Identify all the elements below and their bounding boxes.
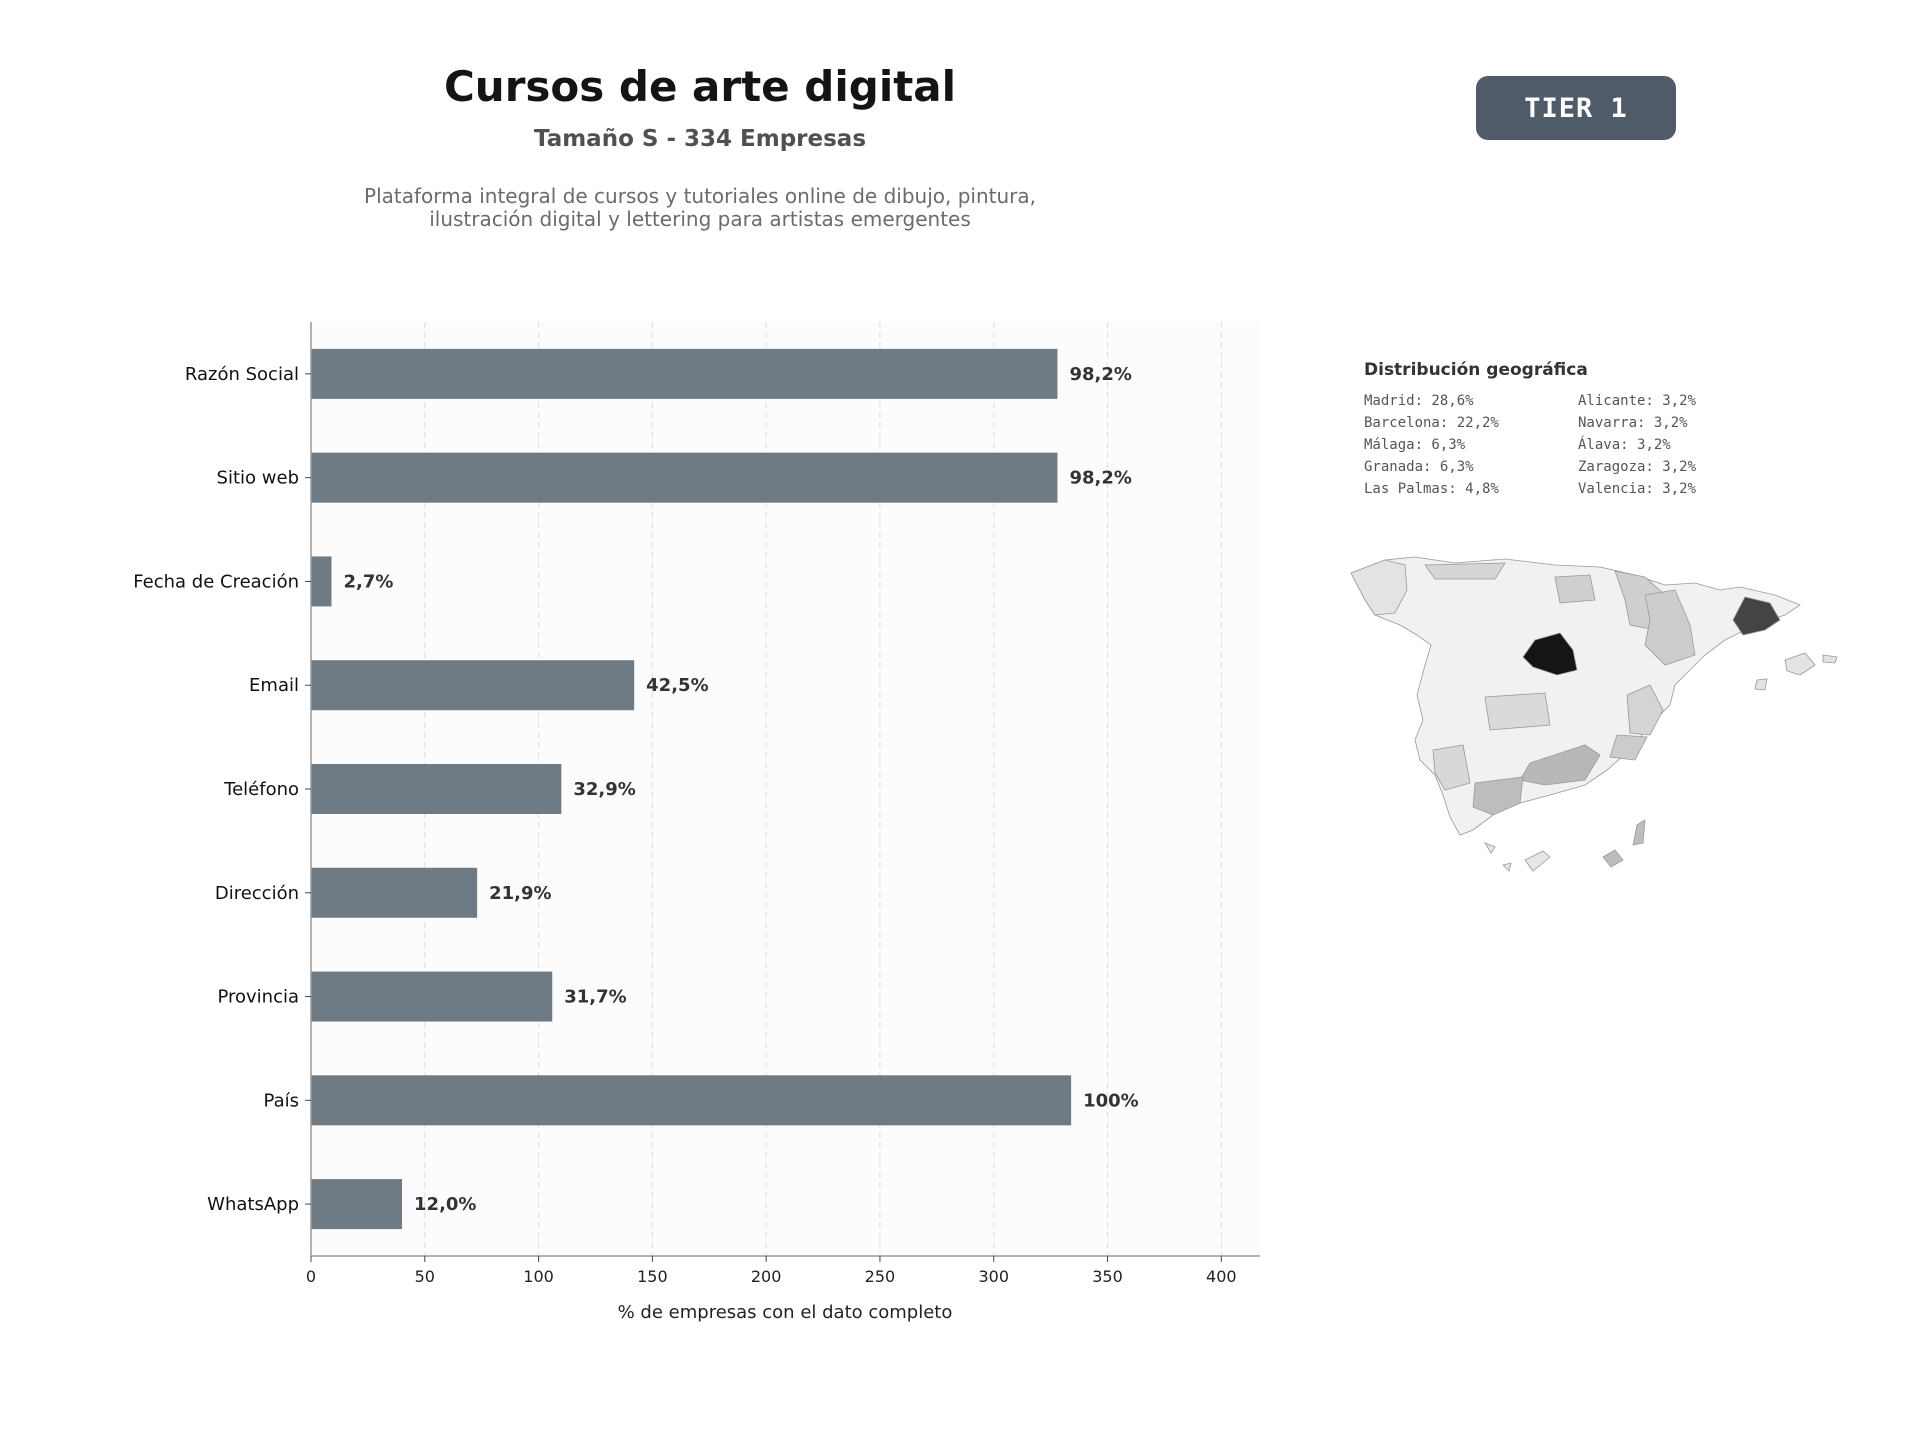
bar-value-label: 32,9% <box>573 779 635 800</box>
category-label: WhatsApp <box>207 1194 299 1215</box>
geo-item: Málaga: 6,3% <box>1364 437 1466 453</box>
huelva-region <box>1432 744 1471 791</box>
spain-map <box>1350 556 1838 872</box>
category-label: Dirección <box>215 883 299 904</box>
x-tick-label: 200 <box>751 1267 782 1286</box>
bar <box>311 556 332 607</box>
bar <box>311 971 553 1022</box>
geo-item: Barcelona: 22,2% <box>1364 415 1499 431</box>
geo-item: Álava: 3,2% <box>1578 437 1671 453</box>
bar-value-label: 2,7% <box>343 571 393 592</box>
bar-value-label: 12,0% <box>414 1194 476 1215</box>
bar <box>311 452 1058 503</box>
x-tick-label: 350 <box>1092 1267 1123 1286</box>
malaga-region <box>1472 776 1524 816</box>
category-label: Provincia <box>217 987 299 1008</box>
alava-region <box>1554 574 1596 604</box>
bar-value-label: 98,2% <box>1069 468 1131 489</box>
bar-value-label: 21,9% <box>489 883 551 904</box>
geo-list: Madrid: 28,6% Alicante: 3,2% Barcelona: … <box>1364 393 1784 497</box>
ciudad-real-region <box>1484 692 1551 731</box>
zaragoza-region <box>1644 589 1696 666</box>
geo-distribution: Distribución geográfica Madrid: 28,6% Al… <box>1364 360 1784 497</box>
category-label: Teléfono <box>223 779 299 800</box>
geo-item: Valencia: 3,2% <box>1578 481 1697 497</box>
x-tick-label: 50 <box>415 1267 435 1286</box>
bar-value-label: 31,7% <box>564 987 626 1008</box>
madrid-region <box>1522 632 1578 676</box>
barcelona-region <box>1732 596 1781 636</box>
x-axis-label: % de empresas con el dato completo <box>618 1302 953 1323</box>
cantabria-region <box>1424 562 1506 580</box>
tenerife-islands <box>1484 842 1551 872</box>
x-tick-label: 400 <box>1206 1267 1237 1286</box>
bar <box>311 1179 403 1230</box>
alicante-region <box>1609 734 1648 761</box>
bar <box>311 867 478 918</box>
bar-value-label: 42,5% <box>646 675 708 696</box>
x-tick-label: 250 <box>865 1267 896 1286</box>
page-title: Cursos de arte digital <box>443 62 957 111</box>
bar-value-label: 98,2% <box>1069 364 1131 385</box>
bar <box>311 348 1058 399</box>
geo-title: Distribución geográfica <box>1364 360 1588 380</box>
galicia-region <box>1350 559 1408 616</box>
x-tick-label: 100 <box>523 1267 554 1286</box>
category-label: Sitio web <box>217 468 299 489</box>
category-label: Razón Social <box>185 364 299 385</box>
category-label: Fecha de Creación <box>133 571 299 592</box>
geo-item: Madrid: 28,6% <box>1364 393 1474 409</box>
category-label: Email <box>249 675 299 696</box>
bar <box>311 764 562 814</box>
page-description: Plataforma integral de cursos y tutorial… <box>364 184 1036 231</box>
valencia-region <box>1626 684 1664 736</box>
geo-item: Zaragoza: 3,2% <box>1578 459 1697 475</box>
page-subtitle: Tamaño S - 334 Empresas <box>533 126 867 152</box>
chart-ticks: 0 50 100 150 200 250 300 350 400 Razón Social Siti… <box>133 364 1236 1286</box>
bar-chart: 98,2% 98,2% 2,7% 42,5% 32,9% 21,9% 31,7% 100% 12… <box>133 322 1260 1323</box>
bar-value-label: 100% <box>1083 1090 1139 1111</box>
geo-item: Navarra: 3,2% <box>1578 415 1688 431</box>
chart-bars: 98,2% 98,2% 2,7% 42,5% 32,9% 21,9% 31,7% 100% 12… <box>311 348 1139 1230</box>
category-label: País <box>264 1090 299 1111</box>
bar <box>311 1075 1072 1126</box>
geo-item: Las Palmas: 4,8% <box>1364 481 1499 497</box>
x-tick-label: 150 <box>637 1267 668 1286</box>
x-tick-label: 0 <box>306 1267 316 1286</box>
geo-item: Alicante: 3,2% <box>1578 393 1697 409</box>
x-tick-label: 300 <box>978 1267 1009 1286</box>
geo-item: Granada: 6,3% <box>1364 459 1474 475</box>
las-palmas-islands <box>1602 819 1646 868</box>
bar <box>311 660 635 711</box>
balearic-islands <box>1754 652 1838 691</box>
tier-badge: TIER 1 <box>1476 76 1676 140</box>
